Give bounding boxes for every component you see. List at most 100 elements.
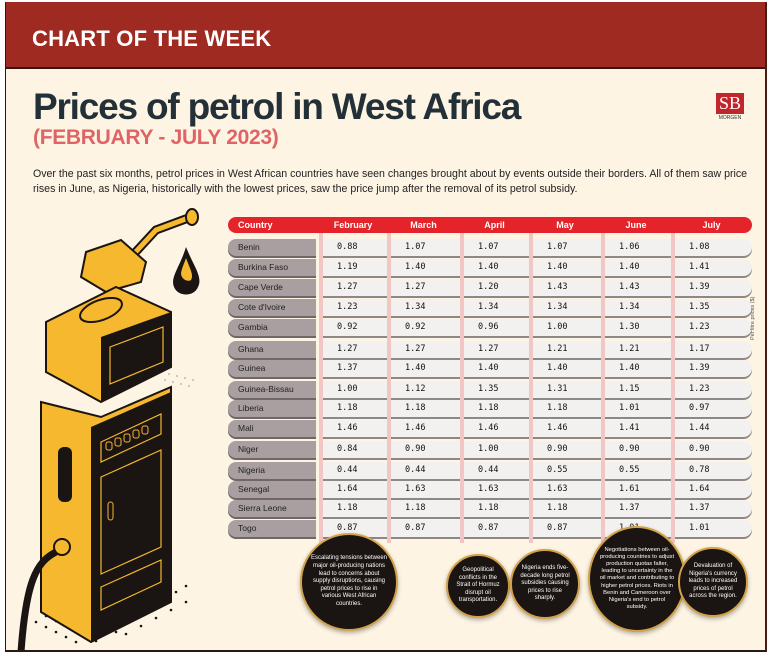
table-row: Burkina Faso 1.19 1.40 1.40 1.40 1.40 1.41 [228, 259, 752, 276]
price-cell: 1.40 [464, 259, 529, 276]
country-cell: Nigeria [228, 462, 316, 479]
price-cell: 1.00 [533, 319, 601, 336]
price-cell: 1.12 [391, 381, 460, 398]
price-cell: 1.64 [675, 481, 752, 498]
infographic-frame: CHART OF THE WEEK Prices of petrol in We… [5, 2, 767, 652]
price-cell: 1.63 [391, 481, 460, 498]
price-cell: 1.46 [323, 420, 387, 437]
price-cell: 1.40 [533, 259, 601, 276]
column-header: June [601, 217, 671, 233]
column-separator [671, 233, 675, 543]
price-cell: 1.23 [675, 381, 752, 398]
price-cell: 0.92 [323, 319, 387, 336]
price-cell: 0.90 [533, 441, 601, 458]
price-cell: 1.18 [533, 400, 601, 417]
price-cell: 1.44 [675, 420, 752, 437]
price-cell: 0.96 [464, 319, 529, 336]
annotation-text: Escalating tensions between major oil-pr… [310, 555, 388, 607]
petrol-pump-illustration [17, 208, 200, 650]
price-cell: 0.55 [533, 462, 601, 479]
dot-pattern-gray [160, 371, 194, 387]
price-cell: 1.15 [605, 381, 671, 398]
country-cell: Liberia [228, 400, 316, 417]
unit-label: Per litre prices ($) [750, 296, 756, 340]
country-cell: Ghana [228, 341, 316, 358]
country-cell: Senegal [228, 481, 316, 498]
price-cell: 0.90 [391, 441, 460, 458]
column-header: March [387, 217, 460, 233]
country-cell: Burkina Faso [228, 259, 316, 276]
annotation-bubble: Negotiations between oil-producing count… [588, 526, 686, 632]
page-subtitle: (FEBRUARY - JULY 2023) [33, 126, 279, 149]
price-cell: 1.40 [605, 259, 671, 276]
column-header: May [529, 217, 601, 233]
table-row: Guinea-Bissau 1.00 1.12 1.35 1.31 1.15 1.23 [228, 381, 752, 398]
table-row: Gambia 0.92 0.92 0.96 1.00 1.30 1.23 [228, 319, 752, 336]
annotation-text: Nigeria ends five-decade long petrol sub… [520, 565, 570, 602]
price-cell: 1.34 [533, 299, 601, 316]
price-cell: 1.37 [323, 360, 387, 377]
column-separator [460, 233, 464, 543]
price-cell: 1.07 [391, 239, 460, 256]
country-cell: Niger [228, 441, 316, 458]
price-cell: 1.23 [675, 319, 752, 336]
price-cell: 1.06 [605, 239, 671, 256]
price-cell: 1.43 [533, 279, 601, 296]
price-cell: 0.87 [464, 520, 529, 537]
price-cell: 1.00 [464, 441, 529, 458]
price-cell: 0.44 [323, 462, 387, 479]
column-separator [387, 233, 391, 543]
table-row: Niger 0.84 0.90 1.00 0.90 0.90 0.90 [228, 441, 752, 458]
price-cell: 1.40 [391, 360, 460, 377]
price-cell: 0.55 [605, 462, 671, 479]
price-cell: 1.18 [391, 400, 460, 417]
price-cell: 0.87 [323, 520, 387, 537]
price-cell: 1.27 [391, 341, 460, 358]
price-cell: 1.07 [464, 239, 529, 256]
table-row: Cote d'Ivoire 1.23 1.34 1.34 1.34 1.34 1.35 [228, 299, 752, 316]
price-cell: 1.23 [323, 299, 387, 316]
price-cell: 1.19 [323, 259, 387, 276]
price-cell: 1.46 [391, 420, 460, 437]
annotation-bubble: Geopolitical conflicts in the Strait of … [446, 554, 510, 618]
price-cell: 0.97 [675, 400, 752, 417]
annotation-bubble: Escalating tensions between major oil-pr… [300, 533, 398, 631]
column-separator [601, 233, 605, 543]
price-cell: 1.34 [391, 299, 460, 316]
page-title: Prices of petrol in West Africa [33, 86, 521, 127]
price-cell: 0.90 [675, 441, 752, 458]
brand-logo: SB MORGEN [716, 93, 744, 121]
table-row: Nigeria 0.44 0.44 0.44 0.55 0.55 0.78 [228, 462, 752, 479]
price-cell: 0.84 [323, 441, 387, 458]
price-cell: 1.46 [533, 420, 601, 437]
price-cell: 1.40 [464, 360, 529, 377]
price-cell: 1.27 [391, 279, 460, 296]
price-cell: 1.18 [464, 400, 529, 417]
price-cell: 1.21 [605, 341, 671, 358]
country-cell: Cape Verde [228, 279, 316, 296]
country-cell: Cote d'Ivoire [228, 299, 316, 316]
price-cell: 1.18 [323, 500, 387, 517]
price-cell: 1.63 [533, 481, 601, 498]
price-cell: 1.41 [605, 420, 671, 437]
price-cell: 1.00 [323, 381, 387, 398]
pump-display [105, 425, 149, 451]
country-cell: Benin [228, 239, 316, 256]
price-cell: 1.21 [533, 341, 601, 358]
price-cell: 1.46 [464, 420, 529, 437]
price-cell: 1.35 [675, 299, 752, 316]
table-row: Senegal 1.64 1.63 1.63 1.63 1.61 1.64 [228, 481, 752, 498]
column-separator [529, 233, 533, 543]
table-row: Ghana 1.27 1.27 1.27 1.21 1.21 1.17 [228, 341, 752, 358]
table-row: Cape Verde 1.27 1.27 1.20 1.43 1.43 1.39 [228, 279, 752, 296]
annotation-text: Devaluation of Nigeria's currency leads … [688, 563, 738, 600]
column-header: July [671, 217, 752, 233]
logo-subtext: MORGEN [718, 115, 742, 121]
price-cell: 1.34 [464, 299, 529, 316]
table-row: Benin 0.88 1.07 1.07 1.07 1.06 1.08 [228, 239, 752, 256]
price-cell: 1.39 [675, 279, 752, 296]
annotation-text: Geopolitical conflicts in the Strait of … [456, 567, 500, 604]
price-cell: 1.39 [675, 360, 752, 377]
price-cell: 1.40 [605, 360, 671, 377]
